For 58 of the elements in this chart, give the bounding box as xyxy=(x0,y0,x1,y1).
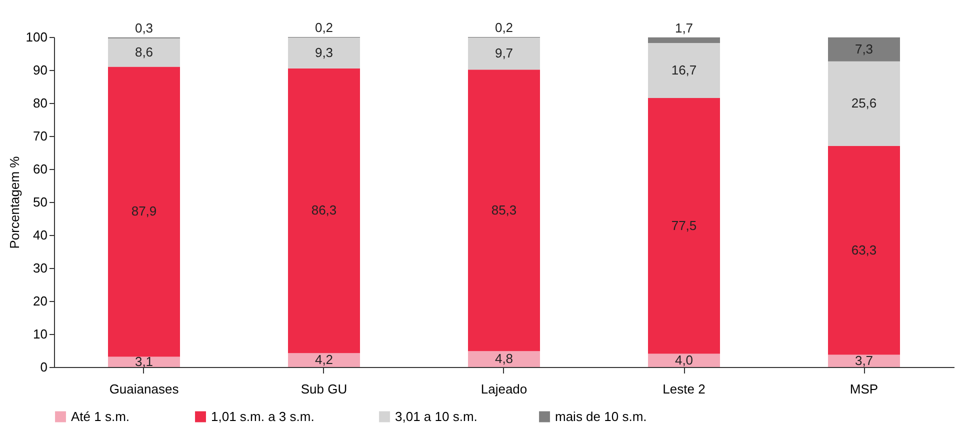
bar xyxy=(108,38,180,67)
x-tick-label: Sub GU xyxy=(300,382,348,396)
data-label: 4,8 xyxy=(494,351,514,366)
data-label: 7,3 xyxy=(854,41,874,56)
bar xyxy=(648,42,720,98)
bar xyxy=(468,351,540,367)
legend-label: 1,01 s.m. a 3 s.m. xyxy=(211,408,314,424)
data-label: 25,6 xyxy=(851,96,877,111)
bar xyxy=(108,356,180,367)
data-label: 87,9 xyxy=(131,204,157,219)
legend-label: Até 1 s.m. xyxy=(71,408,130,424)
y-tick-label: 50 xyxy=(33,194,48,210)
data-label: 8,6 xyxy=(134,44,154,60)
data-label: 9,7 xyxy=(494,46,514,61)
x-tick-label: MSP xyxy=(850,382,878,396)
y-tick-label: 0 xyxy=(40,360,48,374)
bar xyxy=(288,353,360,367)
bar xyxy=(648,98,720,354)
data-label: 9,3 xyxy=(314,45,334,60)
legend-label: 3,01 a 10 s.m. xyxy=(395,408,478,424)
x-tick-label: Guaianases xyxy=(109,382,180,396)
data-label: 0,2 xyxy=(314,20,334,35)
y-tick-label: 100 xyxy=(26,30,48,44)
data-label: 16,7 xyxy=(671,62,697,78)
y-tick-label: 80 xyxy=(33,96,48,110)
data-label: 85,3 xyxy=(491,202,517,218)
bar xyxy=(828,354,900,367)
data-label: 4,0 xyxy=(674,352,694,368)
data-label: 86,3 xyxy=(311,202,337,218)
data-label: 3,1 xyxy=(134,354,154,369)
bar xyxy=(648,37,720,43)
bar xyxy=(108,66,180,357)
data-label: 0,2 xyxy=(494,20,514,35)
bar xyxy=(828,37,900,62)
data-label: 4,2 xyxy=(314,352,334,368)
y-tick-label: 20 xyxy=(33,294,48,308)
data-label: 3,7 xyxy=(854,352,874,368)
bar xyxy=(828,61,900,146)
bar xyxy=(468,70,540,352)
y-axis-title: Porcentagem % xyxy=(6,156,22,249)
x-tick-label: Leste 2 xyxy=(662,382,706,396)
data-label: 0,3 xyxy=(134,20,154,36)
data-label: 1,7 xyxy=(674,20,694,36)
y-tick-label: 70 xyxy=(33,128,48,144)
y-tick-label: 30 xyxy=(33,260,48,276)
bar xyxy=(288,68,360,354)
y-tick-label: 90 xyxy=(33,62,48,78)
bar xyxy=(828,146,900,355)
bar xyxy=(648,354,720,367)
y-tick-label: 40 xyxy=(33,228,48,242)
y-tick-label: 10 xyxy=(33,326,48,342)
y-tick-label: 60 xyxy=(33,162,48,176)
data-label: 77,5 xyxy=(671,218,697,233)
bar xyxy=(468,38,540,70)
legend-label: mais de 10 s.m. xyxy=(555,408,647,424)
data-label: 63,3 xyxy=(851,242,877,258)
x-tick-label: Lajeado xyxy=(480,382,528,396)
bar xyxy=(288,38,360,68)
